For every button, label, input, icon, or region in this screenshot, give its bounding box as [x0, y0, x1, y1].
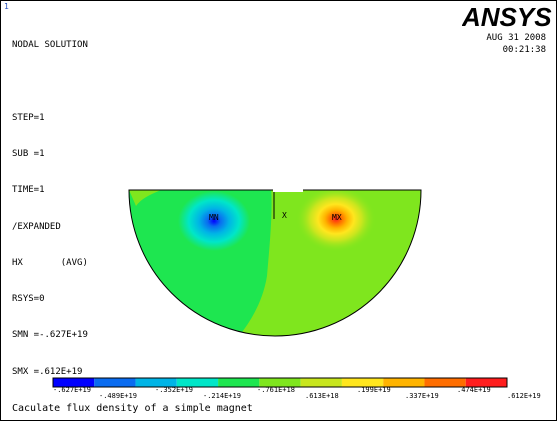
field-corner	[129, 190, 161, 206]
info-line: HX (AVG)	[12, 257, 88, 268]
solution-info: NODAL SOLUTION STEP=1 SUB =1 TIME=1 /EXP…	[12, 15, 88, 402]
field-minimum-region	[178, 191, 250, 251]
info-line: STEP=1	[12, 112, 45, 123]
date-label: AUG 31 2008	[486, 33, 546, 43]
info-line: TIME=1	[12, 185, 45, 196]
ansys-logo: ANSYS	[462, 4, 552, 30]
legend-color-swatch	[424, 378, 466, 387]
info-line: /EXPANDED	[12, 221, 61, 232]
legend-color-swatch	[218, 378, 260, 387]
info-line: SUB =1	[12, 149, 45, 160]
legend-label: .474E+19	[457, 386, 491, 394]
geometry-outline	[128, 189, 422, 337]
legend-label: -.214E+19	[203, 392, 241, 400]
time-label: 00:21:38	[502, 45, 546, 56]
legend-label: -.352E+19	[155, 386, 193, 394]
max-marker: MX	[332, 213, 342, 222]
timestamp: AUG 31 2008 00:21:38	[486, 32, 546, 56]
legend-label: .613E+18	[305, 392, 339, 400]
legend-label: .199E+19	[357, 386, 391, 394]
legend-label: -.627E+19	[53, 386, 91, 394]
legend-label: .337E+19	[405, 392, 439, 400]
magnet-gap	[273, 187, 303, 192]
info-line: NODAL SOLUTION	[12, 40, 88, 51]
legend-frame	[52, 377, 508, 388]
legend-label: -.489E+19	[99, 392, 137, 400]
legend-color-swatch	[135, 378, 177, 387]
field-maximum-region	[296, 190, 376, 252]
logo-text: ANSYS	[462, 4, 552, 30]
plot-caption: Caculate flux density of a simple magnet	[12, 403, 253, 414]
min-marker: MN	[209, 213, 219, 222]
legend-color-swatch	[176, 378, 219, 387]
info-line: SMN =-.627E+19	[12, 330, 88, 341]
legend-color-swatch	[341, 378, 384, 387]
info-line: SMX =.612E+19	[12, 366, 83, 377]
legend-label: -.761E+18	[257, 386, 295, 394]
legend-color-swatch	[94, 378, 136, 387]
axis-marker: X	[282, 211, 287, 220]
window-number: 1	[4, 2, 9, 11]
info-line: RSYS=0	[12, 294, 45, 305]
legend-color-swatch	[53, 378, 95, 387]
legend-color-swatch	[383, 378, 425, 387]
legend-color-swatch	[259, 378, 301, 387]
legend-color-swatch	[300, 378, 342, 387]
legend-label: .612E+19	[507, 392, 541, 400]
legend-color-swatch	[465, 378, 507, 387]
legend-color-bar	[53, 378, 507, 387]
